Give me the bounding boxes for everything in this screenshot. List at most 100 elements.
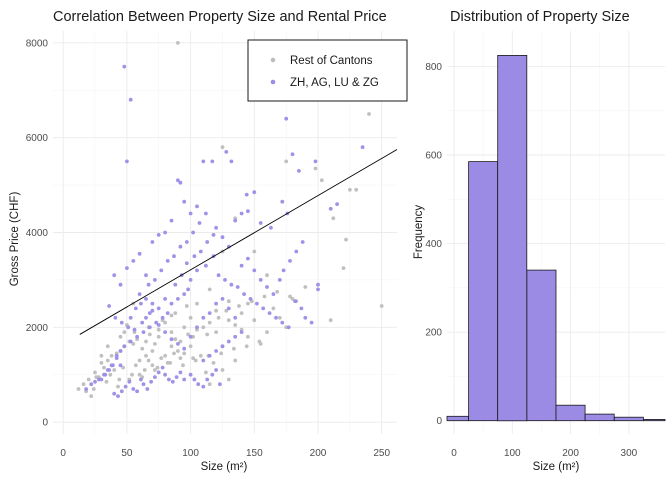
scatter-point [210,372,215,377]
scatter-point [367,112,371,116]
scatter-point [128,339,133,344]
scatter-point [163,230,168,235]
scatter-point [184,261,189,266]
scatter-point [156,327,161,332]
scatter-point [153,368,157,372]
scatter-point [188,315,193,320]
scatter-point [147,325,152,330]
y-tick-label: 8000 [26,38,49,49]
scatter-point [81,382,86,387]
scatter-point [229,282,234,287]
histogram-bar [555,404,586,422]
scatter-point [211,361,216,365]
scatter-point [293,299,297,304]
scatter-point [182,325,187,330]
scatter-point [169,301,174,306]
scatter-point [153,278,157,282]
scatter-point [149,379,154,384]
scatter-point [265,285,269,289]
scatter-point [163,320,168,325]
scatter-point [226,339,231,344]
scatter-point [379,304,384,308]
scatter-point [103,372,108,377]
scatter-point [118,282,123,287]
scatter-point [205,332,210,337]
scatter-point [281,268,286,273]
scatter-point [267,311,272,315]
scatter-point [107,368,111,372]
scatter-point [169,313,174,318]
scatter-point [226,318,231,323]
scatter-point [207,353,212,358]
scatter-point [207,382,212,387]
scatter-point [76,387,81,391]
scatter-point [119,389,124,394]
scatter-point [229,159,234,164]
histogram-bar [643,418,666,422]
scatter-point [144,315,148,320]
scatter-point [207,287,212,292]
scatter-point [239,311,244,315]
scatter-point [280,199,285,204]
scatter-point [303,315,308,320]
scatter-point [197,221,202,225]
scatter-point [244,192,249,197]
scatter-point [169,218,174,223]
scatter-point [137,358,142,363]
scatter-point [257,339,262,344]
scatter-point [233,334,238,339]
scatter-point [211,233,216,237]
scatter-point [131,387,136,391]
scatter-point [128,97,133,102]
scatter-point [169,337,174,342]
x-tick-label: 200 [310,448,327,459]
scatter-point [246,209,250,214]
scatter-point [226,306,231,311]
scatter-point [125,266,129,270]
scatter-point [319,178,324,183]
scatter-point [168,361,173,365]
scatter-point [116,384,120,389]
scatter-point [156,334,161,339]
scatter-point [128,315,133,320]
scatter-point [186,332,191,337]
scatter-point [328,318,333,323]
scatter-point [139,377,143,382]
scatter-point [204,211,208,216]
scatter-point [116,394,120,398]
scatter-point [191,230,196,235]
scatter-point [316,287,320,292]
scatter-point [150,363,155,368]
scatter-points [76,41,384,398]
scatter-point [348,187,352,192]
scatter-point [300,240,305,244]
y-tick-label: 600 [425,151,442,162]
scatter-point [316,282,320,287]
scatter-point [184,304,189,308]
scatter-point [156,323,161,327]
scatter-point [341,266,346,270]
scatter-point [181,363,185,368]
scatter-point [275,289,280,294]
scatter-point [344,237,348,242]
scatter-point [150,301,155,306]
scatter-point [214,225,219,230]
scatter-point [121,365,125,370]
scatter-point [118,334,123,339]
histogram-bar [497,55,528,422]
regression-line [79,149,398,335]
scatter-point [163,353,168,358]
scatter-point [205,240,210,244]
scatter-point [219,351,224,356]
scatter-point [160,365,165,370]
scatter-point [220,344,225,349]
scatter-point [113,315,118,320]
scatter-point [156,233,161,237]
scatter-point [176,349,180,353]
scatter-point [188,344,193,349]
scatter-point [141,382,146,387]
scatter-point [118,363,123,368]
scatter-y-ticks: 0 2000 4000 6000 8000 [26,38,49,428]
scatter-point [150,308,155,313]
scatter-point [204,370,208,375]
